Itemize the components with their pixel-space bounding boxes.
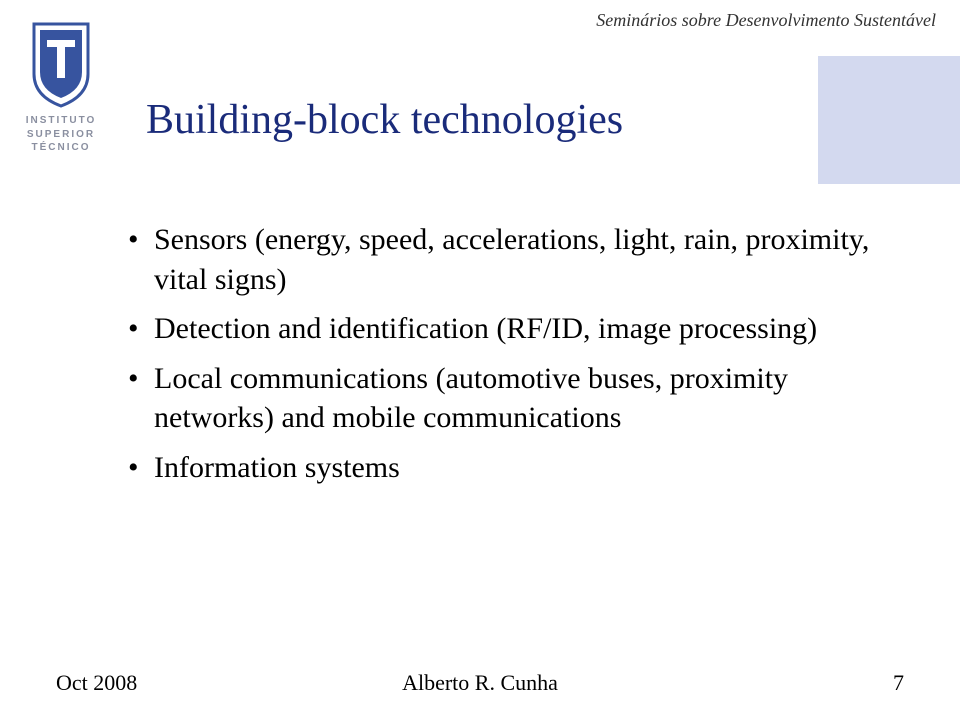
slide-body: Sensors (energy, speed, accelerations, l… xyxy=(120,220,900,498)
bullet-list: Sensors (energy, speed, accelerations, l… xyxy=(120,220,900,488)
slide-footer: Oct 2008 Alberto R. Cunha 7 xyxy=(56,670,904,696)
footer-author: Alberto R. Cunha xyxy=(56,670,904,696)
header-series-label: Seminários sobre Desenvolvimento Sustent… xyxy=(596,10,936,31)
title-accent-block xyxy=(818,56,960,184)
bullet-item: Detection and identification (RF/ID, ima… xyxy=(148,309,900,349)
slide-title: Building-block technologies xyxy=(146,96,623,144)
logo-text: INSTITUTO SUPERIOR TÉCNICO xyxy=(16,114,106,155)
title-text-area: Building-block technologies xyxy=(118,56,818,184)
logo-text-line: INSTITUTO xyxy=(16,114,106,128)
bullet-item: Local communications (automotive buses, … xyxy=(148,359,900,438)
bullet-item: Information systems xyxy=(148,448,900,488)
slide: Seminários sobre Desenvolvimento Sustent… xyxy=(0,0,960,716)
institution-logo: INSTITUTO SUPERIOR TÉCNICO xyxy=(16,22,106,155)
title-band: Building-block technologies xyxy=(118,56,960,184)
logo-text-line: TÉCNICO xyxy=(16,141,106,155)
shield-icon xyxy=(30,22,92,108)
bullet-item: Sensors (energy, speed, accelerations, l… xyxy=(148,220,900,299)
logo-text-line: SUPERIOR xyxy=(16,128,106,142)
